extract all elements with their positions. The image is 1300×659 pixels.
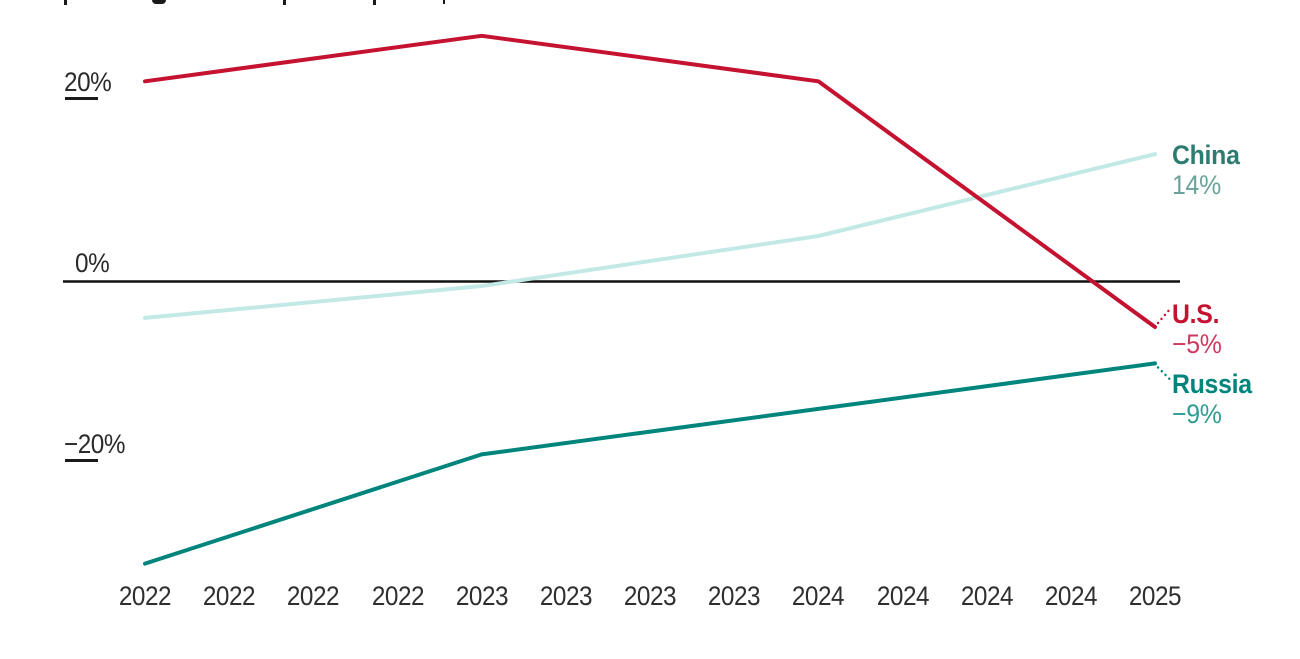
series-name: China [1172, 140, 1240, 170]
x-axis-tick-label: 2025 [1128, 581, 1182, 611]
x-axis-tick-label: 2023 [455, 581, 509, 611]
x-axis-tick-label: 2022 [287, 581, 340, 611]
y-axis-tick-mark [65, 97, 98, 100]
cropped-title-remnant-mark [443, 0, 445, 4]
y-axis-tick-label: −20% [64, 429, 126, 459]
series-label-us: U.S. −5% [1172, 299, 1226, 359]
label-leader-dots [1156, 307, 1172, 325]
series-label-russia: Russia −9% [1172, 369, 1259, 429]
x-axis-tick-label: 2022 [203, 581, 256, 611]
y-axis-tick-label: 20% [64, 67, 112, 97]
x-axis: 2022 2022 2022 2022 2023 2023 2023 2023 2024 2024… [0, 583, 1300, 615]
x-axis-tick-label: 2022 [371, 581, 424, 611]
label-leader-dots [1156, 366, 1172, 381]
x-axis-tick-label: 2024 [960, 581, 1014, 611]
cropped-title-remnant-mark [64, 0, 67, 5]
y-axis-tick-mark [65, 459, 98, 462]
series-label-china: China 14% [1172, 140, 1246, 200]
cropped-title-remnant-mark [373, 0, 376, 5]
x-axis-tick-label: 2024 [1044, 581, 1098, 611]
series-end-value: −9% [1172, 399, 1222, 429]
line-series-russia [143, 361, 1158, 566]
x-axis-tick-label: 2024 [792, 581, 845, 611]
series-end-value: 14% [1172, 170, 1221, 200]
series-name: U.S. [1172, 299, 1220, 329]
cropped-title-remnant-mark [152, 0, 166, 4]
y-axis-tick-0: 0% [75, 250, 113, 277]
y-axis-tick-20: 20% [64, 67, 117, 100]
line-series-china [143, 152, 1158, 320]
series-name: Russia [1172, 369, 1252, 399]
x-axis-tick-label: 2023 [623, 581, 677, 611]
y-axis-tick-label: 0% [75, 248, 110, 278]
x-axis-tick-label: 2022 [118, 581, 172, 611]
x-axis-tick-label: 2023 [539, 581, 593, 611]
x-axis-tick-label: 2024 [876, 581, 929, 611]
x-axis-tick-label: 2023 [708, 581, 761, 611]
y-axis-tick-minus-20: −20% [64, 429, 132, 462]
line-series-us [143, 33, 1158, 329]
series-end-value: −5% [1172, 329, 1222, 359]
cropped-title-remnant-mark [283, 0, 286, 5]
